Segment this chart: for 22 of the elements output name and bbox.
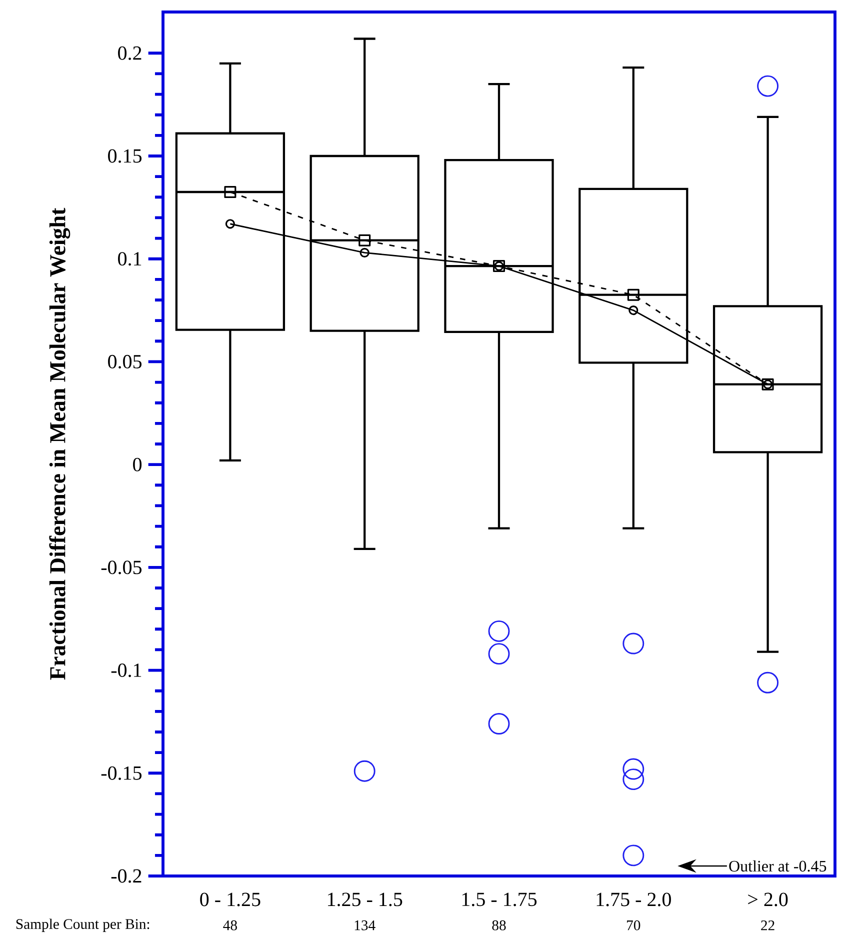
- annotation: Outlier at -0.45: [729, 860, 826, 872]
- x-tick-label: 1.25 - 1.5: [328, 892, 402, 906]
- y-tick-label: 0.1: [118, 252, 142, 266]
- y-tick-label: 0.15: [108, 149, 142, 163]
- y-tick-label: -0.15: [101, 766, 142, 780]
- x-tick-label: 1.75 - 2.0: [596, 892, 671, 906]
- text: 48: [223, 920, 237, 930]
- text: 70: [627, 920, 640, 930]
- text: 88: [492, 920, 506, 930]
- text: Sample Count per Bin:: [16, 918, 150, 932]
- y-tick-label: -0.1: [111, 663, 142, 678]
- y-tick-label: -0.05: [101, 560, 142, 574]
- y-tick-label: 0: [133, 458, 142, 472]
- text: 134: [354, 920, 376, 930]
- y-tick-label: 0.05: [108, 354, 142, 369]
- y-tick-label: 0.2: [118, 46, 142, 60]
- x-tick-label: > 2.0: [748, 892, 788, 906]
- x-tick-label: 1.5 - 1.75: [462, 892, 537, 906]
- x-tick-label: 0 - 1.25: [200, 892, 260, 906]
- text: 22: [761, 920, 774, 930]
- y-tick-label: -0.2: [111, 869, 142, 883]
- y-axis-title: Fractional Difference in Mean Molecular Weight: [49, 208, 70, 680]
